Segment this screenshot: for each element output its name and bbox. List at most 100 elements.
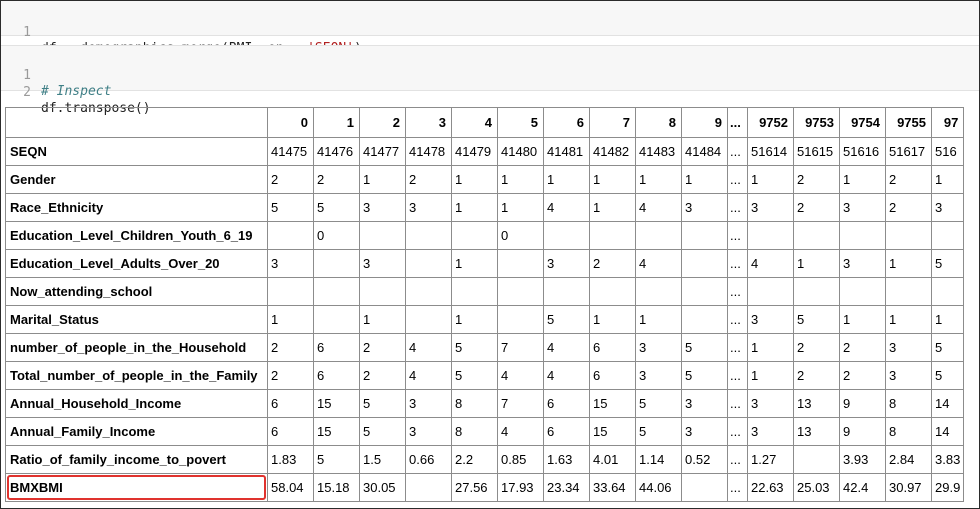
ellipsis-cell: ... — [727, 165, 748, 194]
table-cell — [405, 221, 452, 250]
table-cell: 41479 — [451, 137, 498, 166]
table-cell: 1 — [451, 249, 498, 278]
table-cell: 41484 — [681, 137, 728, 166]
table-cell — [267, 221, 314, 250]
table-cell: 0.66 — [405, 445, 452, 474]
table-cell: 2 — [405, 165, 452, 194]
row-label: Marital_Status — [5, 305, 268, 334]
table-row: Gender 2 2 1 2 1 1 1 1 1 1... 1 2 1 2 1 — [5, 165, 965, 194]
column-header: 7 — [589, 107, 636, 138]
table-cell: 3 — [681, 193, 728, 222]
table-cell — [589, 221, 636, 250]
table-cell — [681, 305, 728, 334]
table-cell: 3 — [681, 389, 728, 418]
table-cell — [635, 221, 682, 250]
table-cell: 3 — [839, 249, 886, 278]
column-header: 4 — [451, 107, 498, 138]
comment-token: # Inspect — [41, 84, 112, 99]
table-cell: 1 — [359, 165, 406, 194]
column-header: 9755 — [885, 107, 932, 138]
table-cell: 44.06 — [635, 473, 682, 502]
table-cell: 4 — [635, 249, 682, 278]
table-cell: 2 — [793, 333, 840, 362]
table-cell: 1.14 — [635, 445, 682, 474]
row-label-text: Marital_Status — [10, 312, 99, 327]
table-cell — [543, 277, 590, 306]
ellipsis-cell: ... — [727, 361, 748, 390]
table-cell: 0.85 — [497, 445, 544, 474]
table-cell: 30.97 — [885, 473, 932, 502]
ellipsis-cell: ... — [727, 417, 748, 446]
table-cell: 6 — [313, 333, 360, 362]
table-cell: 30.05 — [359, 473, 406, 502]
table-cell: 41482 — [589, 137, 636, 166]
row-label-text: Ratio_of_family_income_to_povert — [10, 452, 227, 467]
table-cell: 5 — [635, 417, 682, 446]
table-cell: 4 — [635, 193, 682, 222]
row-label: Education_Level_Adults_Over_20 — [5, 249, 268, 278]
table-row: Annual_Family_Income 6 15 5 3 8 4 6 15 5 3... 3 13 9 8… — [5, 417, 965, 446]
table-cell: 3 — [267, 249, 314, 278]
table-cell: 5 — [359, 417, 406, 446]
table-cell: 2 — [839, 361, 886, 390]
row-label: number_of_people_in_the_Household — [5, 333, 268, 362]
table-cell: 14 — [930, 417, 965, 446]
table-cell — [267, 277, 314, 306]
table-cell: 9 — [839, 389, 886, 418]
row-label-text: Now_attending_school — [10, 284, 153, 299]
table-cell: 17.93 — [497, 473, 544, 502]
table-cell — [839, 277, 886, 306]
column-header: 3 — [405, 107, 452, 138]
column-header: 9 — [681, 107, 728, 138]
code-cell-merge[interactable]: 1 df = demographics.merge(BMI, on = 'SEQ… — [1, 1, 979, 56]
table-cell: 4 — [497, 417, 544, 446]
table-cell: 1.27 — [747, 445, 794, 474]
table-cell: 14 — [930, 389, 965, 418]
table-cell: 516 — [930, 137, 965, 166]
line-number: 1 — [23, 25, 31, 40]
row-label: Annual_Family_Income — [5, 417, 268, 446]
table-cell: 3 — [885, 361, 932, 390]
table-cell: 0 — [313, 221, 360, 250]
table-cell: 1 — [267, 305, 314, 334]
ellipsis-cell: ... — [727, 277, 748, 306]
table-row: Now_attending_school... — [5, 277, 965, 306]
table-cell: 41477 — [359, 137, 406, 166]
table-cell: 1 — [885, 305, 932, 334]
row-label-text: Total_number_of_people_in_the_Family — [10, 368, 258, 383]
table-cell: 4 — [405, 333, 452, 362]
row-label: Education_Level_Children_Youth_6_19 — [5, 221, 268, 250]
table-cell: 5 — [313, 193, 360, 222]
table-cell: 3 — [359, 249, 406, 278]
dataframe-output: 0 1 2 3 4 5 6 7 8 9... 9752 9753 9754 9755 97 SEQN 4147… — [5, 107, 979, 508]
table-cell — [839, 221, 886, 250]
table-cell: 1.63 — [543, 445, 590, 474]
table-cell: 3 — [635, 361, 682, 390]
table-cell: 2 — [793, 193, 840, 222]
table-cell: 1 — [635, 305, 682, 334]
table-cell — [497, 249, 544, 278]
table-row: BMXBMI 58.04 15.18 30.05 27.56 17.93 23.34 33.6… — [5, 473, 965, 502]
table-cell: 8 — [885, 389, 932, 418]
code-line: 1 # Inspect — [1, 52, 111, 99]
table-cell: 3.93 — [839, 445, 886, 474]
table-cell: 23.34 — [543, 473, 590, 502]
table-cell: 22.63 — [747, 473, 794, 502]
column-header: 8 — [635, 107, 682, 138]
table-cell — [543, 221, 590, 250]
code-cell-inspect[interactable]: 1 # Inspect 2 df.transpose() — [1, 45, 979, 116]
row-label: Ratio_of_family_income_to_povert — [5, 445, 268, 474]
table-cell: 41478 — [405, 137, 452, 166]
table-cell: 25.03 — [793, 473, 840, 502]
row-label-highlighted: BMXBMI — [5, 473, 268, 502]
table-cell — [497, 277, 544, 306]
table-cell: 27.56 — [451, 473, 498, 502]
ellipsis-cell: ... — [727, 221, 748, 250]
table-cell: 3 — [747, 417, 794, 446]
table-cell: 1 — [635, 165, 682, 194]
table-cell — [681, 473, 728, 502]
table-cell — [930, 221, 965, 250]
row-label-text: Annual_Family_Income — [10, 424, 156, 439]
table-cell — [313, 305, 360, 334]
